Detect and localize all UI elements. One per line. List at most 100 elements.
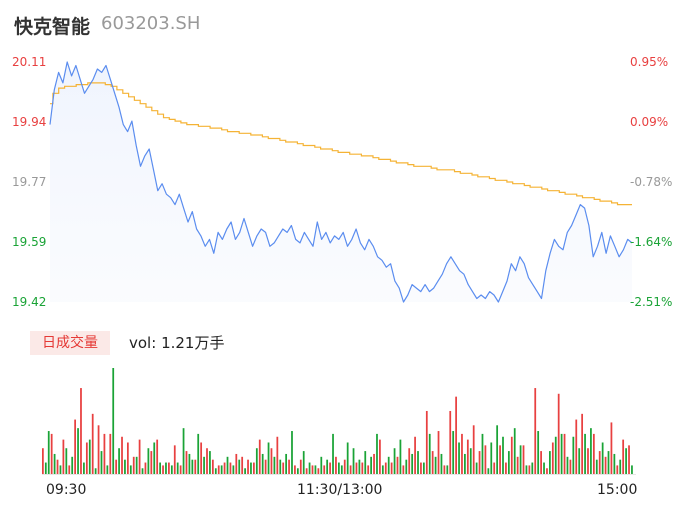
volume-bar-down xyxy=(358,459,361,474)
volume-bar-up xyxy=(478,451,481,474)
volume-bar-up xyxy=(449,410,452,474)
x-tick-close: 15:00 xyxy=(597,482,638,498)
volume-bar-up xyxy=(311,465,314,474)
volume-bar-up xyxy=(540,451,542,474)
average-price-line xyxy=(50,82,632,206)
volume-bar-up xyxy=(173,445,176,474)
volume-bar-down xyxy=(364,451,367,474)
volume-bar-up xyxy=(80,388,82,474)
volume-bar-up xyxy=(563,433,566,474)
volume-bar-down xyxy=(496,425,499,474)
volume-bar-down xyxy=(296,468,299,474)
stock-name: 快克智能 xyxy=(14,16,91,38)
volume-bar-up xyxy=(587,448,589,474)
volume-bar-up xyxy=(42,448,44,474)
volume-bar-up xyxy=(241,456,244,474)
volume-bar-down xyxy=(440,453,443,474)
volume-bar-up xyxy=(355,462,358,474)
volume-bar-up xyxy=(335,456,337,474)
volume-bar-up xyxy=(85,442,88,474)
volume-bar-up xyxy=(396,456,399,474)
volume-bar-down xyxy=(554,436,557,474)
volume-bar-up xyxy=(91,413,94,474)
y-tick-right: -0.78% xyxy=(630,175,673,189)
y-tick-right: 0.95% xyxy=(630,55,669,69)
volume-bar-down xyxy=(543,462,545,474)
volume-bar-down xyxy=(326,459,329,474)
volume-bar-down xyxy=(507,451,510,474)
volume-bar-down xyxy=(352,448,355,474)
volume-bar-down xyxy=(513,428,516,474)
volume-bar-up xyxy=(329,462,331,474)
volume-bar-down xyxy=(65,448,68,474)
volume-bar-down xyxy=(376,433,378,474)
volume-bar-down xyxy=(607,451,610,474)
volume-bar-down xyxy=(572,436,575,474)
volume-bar-down xyxy=(422,462,425,474)
volume-bar-down xyxy=(182,428,185,474)
volume-bar-up xyxy=(349,465,352,474)
volume-bar-up xyxy=(420,462,422,474)
volume-bar-down xyxy=(226,456,229,474)
volume-bar-up xyxy=(510,436,513,474)
volume-bar-down xyxy=(464,453,466,474)
x-tick-open: 09:30 xyxy=(46,482,87,498)
volume-bar-up xyxy=(217,465,220,474)
volume-bar-up xyxy=(200,442,203,474)
volume-bar-down xyxy=(393,448,396,474)
volume-bar-up xyxy=(150,451,153,474)
volume-bar-down xyxy=(302,451,305,474)
volume-bar-down xyxy=(141,468,144,474)
volume-bar-down xyxy=(411,453,414,474)
volume-bar-up xyxy=(223,462,226,474)
volume-bar-down xyxy=(434,456,437,474)
volume-bar-down xyxy=(613,453,616,474)
price-panel xyxy=(49,61,633,303)
volume-bar-up xyxy=(390,462,393,474)
y-tick-left: 19.77 xyxy=(12,175,47,189)
volume-bar-down xyxy=(519,445,522,474)
volume-label: vol: xyxy=(129,334,157,352)
volume-bar-down xyxy=(340,465,343,474)
volume-bar-up xyxy=(425,410,428,474)
volume-bar-up xyxy=(437,431,440,474)
volume-bar-up xyxy=(379,439,381,474)
volume-bar-down xyxy=(502,436,504,474)
volume-bar-down xyxy=(417,451,419,474)
volume-bar-down xyxy=(332,433,334,474)
volume-bar-down xyxy=(387,456,390,474)
volume-bar-down xyxy=(314,465,317,474)
price-line xyxy=(49,61,633,303)
volume-bar-up xyxy=(484,445,487,474)
volume-bar-up xyxy=(144,462,147,474)
volume-bar-up xyxy=(121,436,123,474)
volume-bar-up xyxy=(305,468,308,474)
volume-bar-up xyxy=(610,422,613,474)
volume-bar-down xyxy=(244,468,246,474)
volume-bar-up xyxy=(282,462,285,474)
volume-bar-down xyxy=(308,462,311,474)
volume-bar-up xyxy=(408,448,411,474)
volume-bar-up xyxy=(361,462,364,474)
volume-bar-up xyxy=(367,465,370,474)
volume-bar-up xyxy=(472,425,475,474)
volume-bar-down xyxy=(59,465,62,474)
volume-bar-down xyxy=(346,442,349,474)
volume-bar-up xyxy=(132,456,135,474)
volume-bar-up xyxy=(264,459,267,474)
volume-bar-down xyxy=(320,456,323,474)
volume-bar-down xyxy=(77,428,79,474)
volume-bar-down xyxy=(124,459,126,474)
volume-value: 1.21万手 xyxy=(161,334,225,352)
volume-bar-down xyxy=(197,433,200,474)
volume-bar-down xyxy=(44,462,47,474)
volume-bar-up xyxy=(126,442,129,474)
volume-bar-down xyxy=(232,465,235,474)
volume-bar-up xyxy=(270,448,273,474)
volume-bar-down xyxy=(399,439,402,474)
volume-bar-up xyxy=(616,465,619,474)
volume-bar-down xyxy=(106,465,109,474)
volume-bar-down xyxy=(220,465,223,474)
volume-bar-up xyxy=(598,451,601,474)
volume-bar-up xyxy=(162,465,164,474)
